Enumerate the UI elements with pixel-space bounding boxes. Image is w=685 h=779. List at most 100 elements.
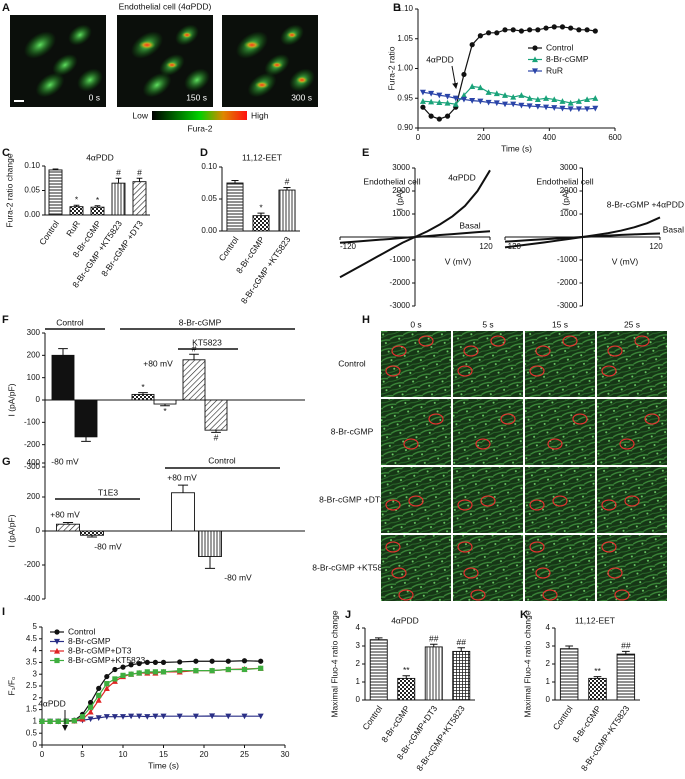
roi <box>391 345 407 357</box>
significance-mark: # <box>285 177 290 187</box>
y-tick-label: 1 <box>546 677 551 686</box>
bar <box>80 530 104 536</box>
annotation: 4αPDD <box>426 54 454 64</box>
roi <box>529 365 545 377</box>
bar <box>198 530 222 557</box>
cell <box>68 24 92 46</box>
colorbar <box>152 111 247 120</box>
data-point <box>241 666 248 673</box>
cell <box>35 72 65 98</box>
micrograph <box>381 535 451 601</box>
data-point <box>152 713 159 720</box>
series-label: Basal <box>663 224 684 234</box>
data-point <box>120 664 126 670</box>
data-point <box>559 98 566 104</box>
micrograph <box>453 331 523 397</box>
data-point <box>584 96 591 103</box>
x-axis-title: V (mV) <box>612 256 639 266</box>
data-point <box>592 28 598 34</box>
roi <box>391 567 407 579</box>
row-label: 8-Br-cGMP +KT5823 <box>312 562 392 572</box>
bar <box>252 215 270 232</box>
data-point <box>534 96 541 103</box>
micrograph <box>381 399 451 465</box>
annotation: +80 mV <box>143 358 173 368</box>
series-label: Basal <box>459 220 480 230</box>
panel-letter: A <box>2 2 10 14</box>
micrograph <box>525 467 595 533</box>
data-point <box>460 92 467 98</box>
data-point <box>576 27 582 33</box>
roi <box>385 365 401 377</box>
y-tick-label: 2.5 <box>26 681 38 690</box>
x-tick-label: 30 <box>281 750 290 759</box>
roi <box>601 499 617 511</box>
y-tick-label: 2 <box>546 659 551 668</box>
bar <box>132 181 147 216</box>
data-point <box>567 99 574 106</box>
image-background <box>525 331 595 397</box>
bar <box>588 677 607 701</box>
data-point <box>510 93 517 100</box>
data-point <box>485 30 492 36</box>
x-tick-label: 20 <box>200 750 209 759</box>
micrograph <box>597 399 667 465</box>
x-tick-label: 25 <box>240 750 249 759</box>
data-point <box>543 104 550 111</box>
y-tick-label: -200 <box>24 440 41 449</box>
data-point <box>518 92 525 98</box>
x-tick-label: 8-Br-cGMP+KT5823 <box>414 703 467 772</box>
roi <box>601 541 617 553</box>
data-point <box>87 708 94 715</box>
data-point <box>493 100 500 107</box>
annotation: -80 mV <box>51 456 79 466</box>
y-tick-label: 1.05 <box>397 34 413 43</box>
data-point <box>436 99 443 106</box>
significance-mark: * <box>96 195 100 205</box>
error-bar <box>86 535 98 538</box>
data-point <box>152 669 158 675</box>
legend-marker <box>54 629 60 635</box>
roi <box>619 438 635 450</box>
roi <box>552 495 568 507</box>
y-tick-label: 1.00 <box>397 64 413 73</box>
series-line <box>42 667 261 723</box>
image-background <box>453 399 523 465</box>
data-point <box>534 103 541 110</box>
data-point <box>258 658 264 664</box>
series-line <box>504 232 661 243</box>
data-point <box>79 714 86 720</box>
roi <box>463 345 479 357</box>
error-bar <box>52 168 59 170</box>
y-axis-title: I (pA) <box>560 189 570 210</box>
data-point <box>436 92 443 99</box>
colorbar-label: Fura-2 <box>187 123 212 133</box>
annotation: +80 mV <box>50 509 80 519</box>
y-tick-label: -3000 <box>557 301 578 310</box>
roi <box>403 438 419 450</box>
y-tick-label: -300 <box>24 462 41 471</box>
bar <box>51 354 75 401</box>
data-point <box>469 98 476 104</box>
data-point <box>120 672 126 678</box>
data-point <box>193 658 199 664</box>
roi <box>547 438 563 450</box>
roi <box>535 567 551 579</box>
data-point <box>193 668 199 674</box>
y-tick-label: 0 <box>356 695 361 704</box>
series-line <box>422 26 596 120</box>
bar <box>452 650 471 701</box>
error-bar <box>94 205 101 208</box>
y-tick-label: -200 <box>24 560 41 569</box>
bar <box>226 182 244 232</box>
y-tick-label: 0 <box>33 740 38 749</box>
roi <box>463 567 479 579</box>
data-point <box>461 71 467 78</box>
y-tick-label: 0.90 <box>397 123 413 132</box>
time-label: 300 s <box>291 92 312 102</box>
data-point <box>39 718 45 724</box>
error-bar <box>160 404 170 407</box>
data-point <box>104 673 110 680</box>
micrograph <box>525 331 595 397</box>
micrograph <box>597 535 667 601</box>
